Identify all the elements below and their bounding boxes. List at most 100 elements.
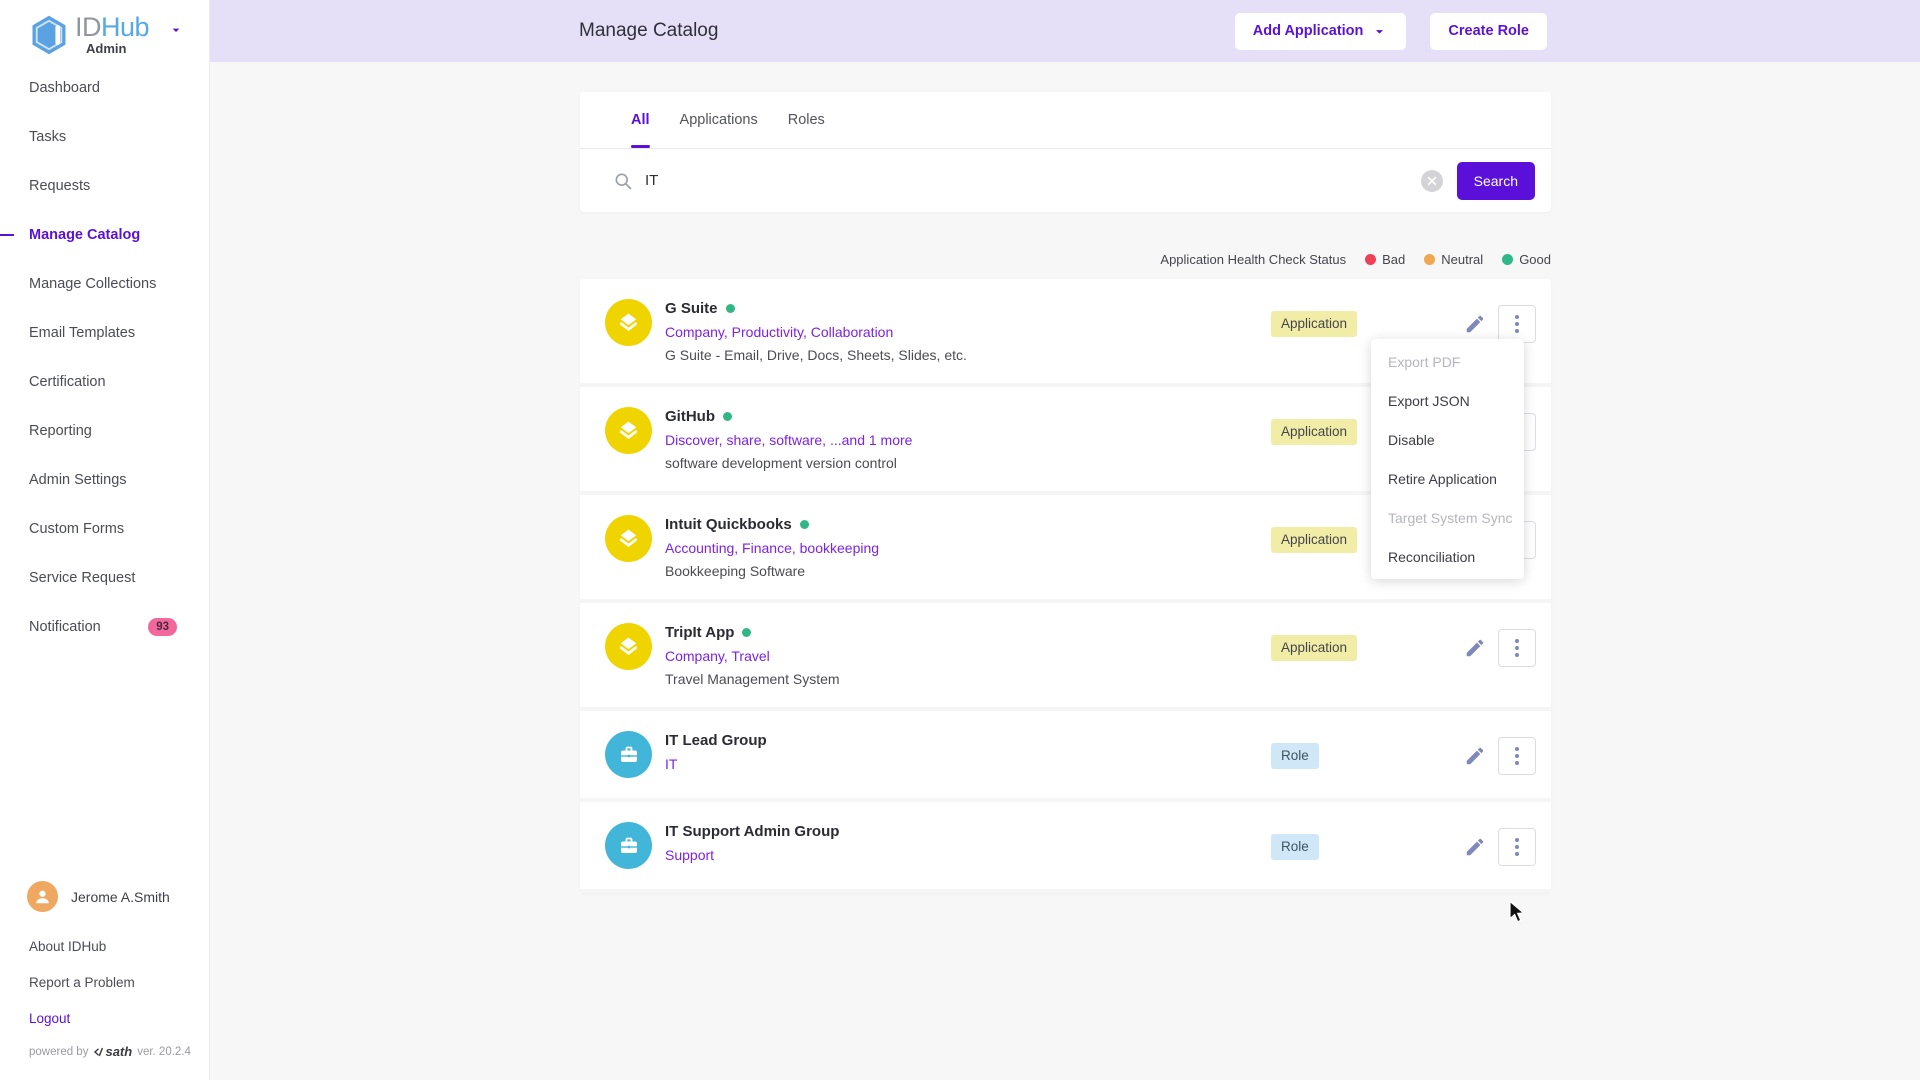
sidebar-item[interactable]: Notification 93	[0, 602, 209, 651]
type-badge: Application	[1271, 527, 1358, 553]
catalog-item-name[interactable]: TripIt App	[665, 624, 735, 641]
catalog-item-main: G Suite Company, Productivity, Collabora…	[605, 299, 1551, 363]
edit-button[interactable]	[1464, 637, 1486, 659]
more-actions-button[interactable]	[1498, 828, 1536, 866]
catalog-item-tags[interactable]: Support	[665, 847, 715, 863]
row-context-menu: Export PDF Export JSON Disable Retire Ap…	[1371, 339, 1524, 579]
sidebar-nav: Dashboard Tasks Requests Manage Catalog	[0, 63, 209, 651]
tab[interactable]: Applications	[680, 92, 758, 148]
catalog-item-name[interactable]: G Suite	[665, 300, 718, 317]
catalog-item-description: Travel Management System	[665, 671, 840, 687]
search-input[interactable]	[645, 172, 1421, 189]
legend-dot	[1365, 254, 1377, 265]
sidebar-item[interactable]: Reporting	[0, 406, 209, 455]
sidebar-item-about-idhub[interactable]: About IDHub	[29, 939, 107, 954]
catalog-item-name[interactable]: Intuit Quickbooks	[665, 516, 792, 533]
context-menu-item-label: Target System Sync	[1388, 509, 1513, 526]
type-badge: Application	[1271, 419, 1358, 445]
sidebar-item[interactable]: Custom Forms	[0, 504, 209, 553]
brand-subtitle: Admin	[86, 41, 127, 56]
context-menu-item[interactable]: Export JSON	[1371, 381, 1524, 420]
catalog-item-name[interactable]: IT Support Admin Group	[665, 823, 840, 840]
close-icon	[1427, 176, 1436, 185]
catalog-item-text: TripIt App Company, Travel Travel Manage…	[665, 623, 840, 687]
search-bar: Search	[580, 149, 1551, 212]
sidebar-item-label: Tasks	[29, 128, 67, 145]
sidebar-item[interactable]: Admin Settings	[0, 455, 209, 504]
tab[interactable]: All	[631, 92, 650, 148]
clear-search-button[interactable]	[1420, 169, 1443, 192]
health-status-dot	[799, 520, 809, 529]
catalog-item-tags[interactable]: Discover, share, software, ...and 1 more	[665, 432, 913, 448]
sidebar-item[interactable]: Dashboard	[0, 63, 209, 112]
layers-icon	[619, 421, 638, 439]
catalog-item-text: GitHub Discover, share, software, ...and…	[665, 407, 912, 471]
catalog-item-name[interactable]: GitHub	[665, 408, 715, 425]
context-menu-item-label: Export PDF	[1388, 353, 1461, 370]
briefcase-icon	[620, 837, 637, 853]
sidebar-item[interactable]: Manage Catalog	[0, 210, 209, 259]
sidebar-item[interactable]: Email Templates	[0, 308, 209, 357]
legend-item-label: Good	[1519, 252, 1551, 267]
sidebar-item-label: Service Request	[29, 569, 136, 586]
catalog-item-main: TripIt App Company, Travel Travel Manage…	[605, 623, 1551, 687]
sidebar-item[interactable]: Certification	[0, 357, 209, 406]
sidebar-item[interactable]: Manage Collections	[0, 259, 209, 308]
legend-dot	[1424, 254, 1436, 265]
sidebar-item-label: Email Templates	[29, 324, 136, 341]
sidebar-item[interactable]: Tasks	[0, 112, 209, 161]
catalog-item-row: IT Lead Group IT Role	[580, 711, 1551, 802]
add-application-label: Add Application	[1252, 23, 1364, 39]
workspace-switcher-caret[interactable]	[168, 22, 184, 43]
add-application-button[interactable]: Add Application	[1234, 12, 1407, 50]
search-card: All Applications Roles	[580, 92, 1551, 212]
more-actions-button[interactable]	[1498, 737, 1536, 775]
catalog-item-tags[interactable]: Accounting, Finance, bookkeeping	[665, 540, 880, 556]
context-menu-item[interactable]: Export PDF	[1371, 342, 1524, 381]
logout-link[interactable]: Logout	[29, 1011, 71, 1026]
content-area: All Applications Roles	[210, 62, 1920, 1080]
more-actions-button[interactable]	[1498, 305, 1536, 343]
catalog-item-tags[interactable]: Company, Travel	[665, 648, 770, 664]
row-actions	[1464, 305, 1536, 343]
brand-name-id: ID	[75, 12, 102, 42]
pencil-icon	[1466, 639, 1484, 657]
search-button[interactable]: Search	[1456, 161, 1535, 200]
context-menu-item[interactable]: Reconciliation	[1371, 537, 1524, 576]
edit-button[interactable]	[1464, 836, 1486, 858]
tab-label: Roles	[787, 112, 825, 128]
catalog-item-name[interactable]: IT Lead Group	[665, 732, 767, 749]
catalog-item-text: IT Lead Group IT	[665, 731, 767, 778]
pencil-icon	[1466, 747, 1484, 765]
catalog-item-tags[interactable]: IT	[665, 756, 678, 772]
edit-button[interactable]	[1464, 313, 1486, 335]
legend-item: Good	[1502, 252, 1551, 267]
tab[interactable]: Roles	[788, 92, 825, 148]
context-menu-item[interactable]: Retire Application	[1371, 459, 1524, 498]
context-menu-item[interactable]: Disable	[1371, 420, 1524, 459]
row-actions	[1464, 737, 1536, 775]
sidebar-item[interactable]: Requests	[0, 161, 209, 210]
type-badge: Application	[1271, 635, 1358, 661]
health-legend-label: Application Health Check Status	[1160, 252, 1347, 267]
user-profile[interactable]: Jerome A.Smith	[27, 881, 170, 912]
catalog-item-text: G Suite Company, Productivity, Collabora…	[665, 299, 967, 363]
sidebar-item-label: Custom Forms	[29, 520, 125, 537]
sidebar-item-report-problem[interactable]: Report a Problem	[29, 975, 135, 990]
more-actions-button[interactable]	[1498, 629, 1536, 667]
brand-name-hub: Hub	[101, 12, 150, 42]
catalog-item-description: G Suite - Email, Drive, Docs, Sheets, Sl…	[665, 347, 967, 363]
sidebar-item[interactable]: Service Request	[0, 553, 209, 602]
create-role-button[interactable]: Create Role	[1430, 12, 1547, 50]
edit-button[interactable]	[1464, 745, 1486, 767]
context-menu-item-label: Export JSON	[1388, 392, 1470, 409]
powered-by: powered by sath ver. 20.2.4	[29, 1044, 191, 1059]
catalog-item-main: Intuit Quickbooks Accounting, Finance, b…	[605, 515, 1551, 579]
context-menu-item[interactable]: Target System Sync	[1371, 498, 1524, 537]
catalog-item-tags[interactable]: Company, Productivity, Collaboration	[665, 324, 894, 340]
context-menu-item-label: Retire Application	[1388, 470, 1497, 487]
legend-dot	[1502, 254, 1514, 265]
catalog-item-row: IT Support Admin Group Support Role	[580, 802, 1551, 893]
create-role-label: Create Role	[1448, 23, 1529, 39]
sidebar-item-label: Reporting	[29, 422, 92, 439]
